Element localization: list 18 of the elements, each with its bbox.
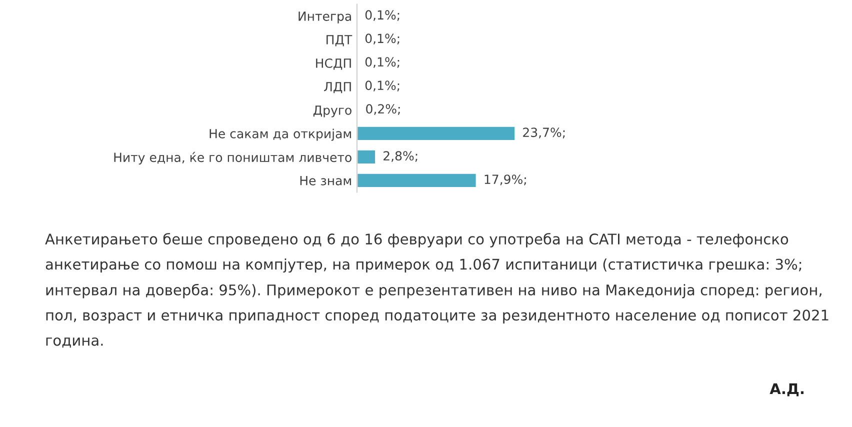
data-label: 0,1%;	[365, 34, 400, 44]
data-label: 0,1%;	[365, 10, 400, 21]
y-tick-label: Не знам	[300, 176, 351, 186]
text: А.Д.	[770, 383, 804, 396]
text: Анкетирањето беше спроведено од 6 до 16 февруари со употреба на CATI метода - телефонско анкетирање со помош на компјутер, на примерок од 1.067 испитаници (статистичка грешка: 3%; интервал на доверба: 95%). Примерокот е репрезентативен на ниво на Македонија според: регион, пол, возраст и етничка припадност според податоците за резидентното население од пописот 2021 година.	[45, 233, 828, 348]
y-tick-label: НСДП	[316, 58, 351, 70]
data-label: 0,1%;	[365, 80, 400, 92]
y-tick-label: Ниту една, ќе го поништам ливчето	[114, 152, 352, 165]
y-tick-label: Друго	[313, 106, 352, 118]
data-label: 0,1%;	[365, 57, 400, 68]
y-tick-label: Не сакам да откријам	[210, 128, 351, 141]
data-label: 0,2%;	[366, 104, 400, 115]
y-tick-label: ЛДП	[324, 82, 351, 94]
data-label: 23,7%;	[523, 128, 565, 138]
y-tick-label: ПДТ	[326, 35, 352, 46]
data-label: 2,8%;	[384, 151, 418, 162]
data-label: 17,9%;	[484, 174, 526, 186]
y-tick-label: Интегра	[298, 12, 351, 24]
